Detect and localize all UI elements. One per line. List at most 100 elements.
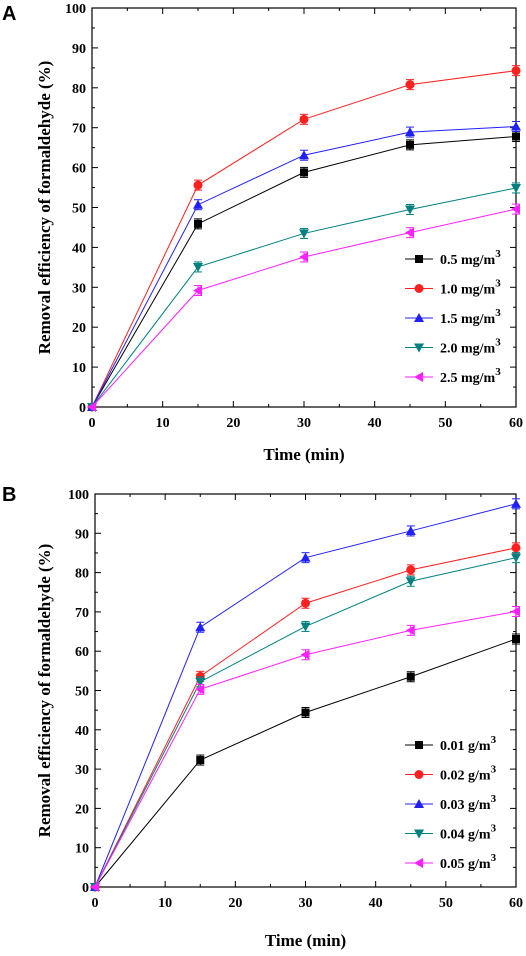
legend-label: 2.5 mg/m3 bbox=[440, 366, 501, 386]
series-1 bbox=[91, 633, 520, 891]
data-point bbox=[511, 121, 521, 131]
y-tick-label: 70 bbox=[75, 606, 89, 621]
y-tick-label: 20 bbox=[75, 802, 89, 817]
data-point bbox=[299, 251, 308, 262]
legend-item: 1.0 mg/m3 bbox=[405, 278, 501, 298]
data-point bbox=[300, 649, 310, 660]
x-tick-label: 10 bbox=[156, 416, 170, 431]
x-tick-label: 20 bbox=[226, 416, 240, 431]
y-tick-label: 100 bbox=[65, 2, 86, 17]
data-point bbox=[90, 882, 99, 892]
series-5 bbox=[87, 203, 520, 412]
legend-marker bbox=[414, 858, 423, 868]
data-point bbox=[512, 132, 520, 141]
y-tick-label: 100 bbox=[68, 488, 89, 503]
y-tick-label: 40 bbox=[72, 241, 86, 256]
y-tick-label: 20 bbox=[72, 321, 86, 336]
y-tick-label: 90 bbox=[75, 527, 89, 542]
x-tick-label: 50 bbox=[439, 896, 453, 911]
data-point bbox=[195, 622, 206, 632]
y-tick-label: 0 bbox=[82, 881, 89, 896]
x-tick-label: 40 bbox=[368, 416, 382, 431]
legend: 0.01 g/m3 0.02 g/m3 0.03 g/m3 0.04 g/m3 0.05… bbox=[405, 734, 497, 872]
legend-item: 0.01 g/m3 bbox=[405, 734, 497, 754]
data-point bbox=[511, 553, 521, 563]
legend-item: 0.05 g/m3 bbox=[405, 852, 497, 872]
x-tick-label: 30 bbox=[297, 416, 311, 431]
data-point bbox=[405, 127, 415, 137]
data-point bbox=[299, 114, 309, 124]
legend-item: 0.5 mg/m3 bbox=[405, 248, 501, 268]
data-point bbox=[193, 285, 202, 296]
data-point bbox=[193, 262, 203, 272]
legend-label: 0.02 g/m3 bbox=[440, 764, 497, 784]
x-axis-title: Time (min) bbox=[263, 445, 344, 464]
data-point bbox=[301, 598, 310, 608]
legend-label: 0.5 mg/m3 bbox=[440, 248, 501, 268]
y-tick-label: 60 bbox=[75, 645, 89, 660]
y-tick-label: 60 bbox=[72, 162, 86, 177]
x-tick-label: 30 bbox=[299, 896, 313, 911]
data-point bbox=[512, 635, 520, 644]
legend-marker bbox=[414, 284, 424, 293]
legend-label: 2.0 mg/m3 bbox=[440, 337, 501, 357]
data-point bbox=[511, 498, 521, 508]
series-3 bbox=[90, 498, 521, 891]
data-point bbox=[300, 552, 311, 562]
data-point bbox=[511, 66, 521, 76]
series-3 bbox=[87, 121, 521, 411]
legend-item: 0.03 g/m3 bbox=[405, 793, 497, 813]
legend-label: 0.03 g/m3 bbox=[440, 793, 497, 813]
legend-item: 1.5 mg/m3 bbox=[405, 307, 501, 327]
panel-label: A bbox=[2, 3, 16, 25]
panel-label: B bbox=[2, 484, 16, 506]
legend-item: 0.02 g/m3 bbox=[405, 764, 497, 784]
data-point bbox=[511, 543, 521, 553]
data-point bbox=[300, 168, 308, 177]
y-tick-label: 50 bbox=[72, 202, 86, 217]
x-axis-title: Time (min) bbox=[265, 931, 346, 950]
legend-label: 1.0 mg/m3 bbox=[440, 278, 501, 298]
data-point bbox=[87, 402, 96, 412]
legend-item: 2.0 mg/m3 bbox=[405, 337, 501, 357]
y-axis-title: Removal efficiency of formaldehyde (%) bbox=[35, 61, 54, 355]
y-tick-label: 40 bbox=[75, 724, 89, 739]
data-point bbox=[405, 525, 416, 535]
x-tick-label: 0 bbox=[89, 416, 96, 431]
data-point bbox=[405, 227, 414, 238]
data-point bbox=[405, 625, 415, 636]
data-point bbox=[299, 150, 309, 160]
x-tick-label: 10 bbox=[158, 896, 172, 911]
data-point bbox=[299, 229, 309, 239]
data-point bbox=[511, 204, 520, 215]
legend-marker bbox=[414, 372, 423, 382]
y-tick-label: 10 bbox=[75, 842, 89, 857]
y-tick-label: 80 bbox=[72, 82, 86, 97]
data-point bbox=[405, 205, 415, 215]
data-point bbox=[511, 183, 521, 193]
legend-marker bbox=[415, 741, 423, 749]
y-axis-title: Removal efficiency of formaldehyde (%) bbox=[35, 544, 54, 838]
x-tick-label: 40 bbox=[369, 896, 383, 911]
data-point bbox=[196, 756, 205, 765]
data-point bbox=[301, 708, 310, 717]
data-point bbox=[406, 565, 416, 575]
legend-label: 0.04 g/m3 bbox=[440, 823, 497, 843]
x-tick-label: 20 bbox=[228, 896, 242, 911]
data-point bbox=[300, 622, 311, 632]
data-point bbox=[193, 199, 203, 209]
data-point bbox=[195, 684, 205, 695]
legend-item: 0.04 g/m3 bbox=[405, 823, 497, 843]
data-point bbox=[405, 577, 416, 587]
data-point bbox=[405, 80, 415, 90]
panel-b: B 0 10 20 30 40 50 60 0 10 20 30 40 50 60 70 80 90 100 Tim… bbox=[2, 484, 523, 950]
data-point bbox=[194, 219, 202, 228]
series-1 bbox=[88, 130, 520, 411]
legend-marker bbox=[415, 255, 423, 263]
y-tick-label: 70 bbox=[72, 122, 86, 137]
data-point bbox=[406, 672, 415, 681]
series-5 bbox=[90, 606, 520, 892]
legend-label: 0.01 g/m3 bbox=[440, 734, 497, 754]
y-tick-label: 30 bbox=[72, 281, 86, 296]
